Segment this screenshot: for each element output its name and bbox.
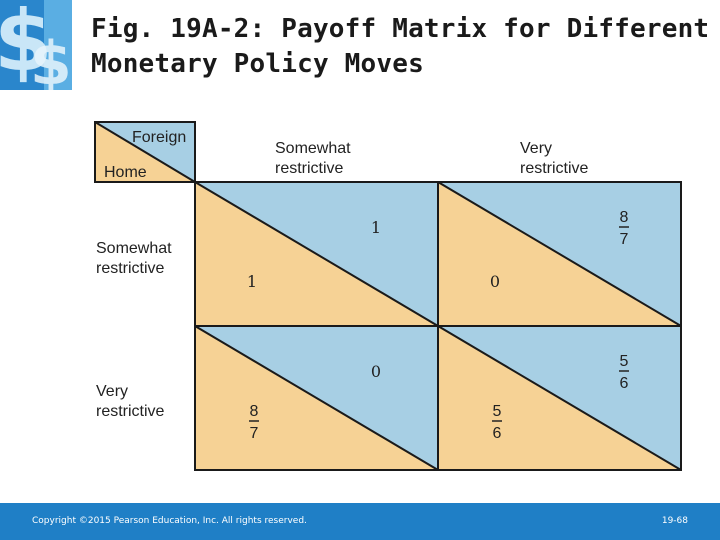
title-line-1: Fig. 19A-2: Payoff Matrix for Different xyxy=(91,14,710,44)
corner-label-foreign: Foreign xyxy=(132,129,186,146)
cell-1-2-diagonal xyxy=(437,181,682,327)
row-header-1-line-2: restrictive xyxy=(96,260,165,277)
cell-1-1-diagonal xyxy=(194,181,439,327)
cell-1-1-home-payoff: 1 xyxy=(247,272,257,291)
corner-diagonal xyxy=(94,121,196,183)
cell-2-1-foreign-payoff: 0 xyxy=(371,362,381,381)
cell-2-2-foreign-payoff-numerator: 5 xyxy=(620,353,629,370)
column-header-2-line-1: Very xyxy=(520,140,552,157)
corner-label-home: Home xyxy=(104,164,147,181)
cell-2-2-home-payoff-numerator: 5 xyxy=(493,403,502,420)
column-header-1-line-1: Somewhat xyxy=(275,140,351,157)
svg-text:$: $ xyxy=(0,0,52,90)
cell-2-2-home-payoff-denominator: 6 xyxy=(493,425,502,442)
column-header-1-line-2: restrictive xyxy=(275,160,344,177)
svg-text:$: $ xyxy=(30,29,72,90)
cell-1-2-foreign-payoff-denominator: 7 xyxy=(620,231,629,248)
title-line-2: Monetary Policy Moves xyxy=(91,49,424,79)
cell-2-2-border xyxy=(437,325,682,471)
column-header-2-line-2: restrictive xyxy=(520,160,589,177)
cell-1-2-foreign-payoff-numerator: 8 xyxy=(620,209,629,226)
corner-border xyxy=(94,121,196,183)
cell-2-2-foreign-payoff-denominator: 6 xyxy=(620,375,629,392)
cell-2-2-diagonal xyxy=(437,325,682,471)
cell-1-2-home-payoff: 0 xyxy=(490,272,500,291)
row-header-2-line-2: restrictive xyxy=(96,403,165,420)
cell-1-1-foreign-payoff: 1 xyxy=(371,218,381,237)
copyright-text: Copyright ©2015 Pearson Education, Inc. … xyxy=(32,516,307,526)
page-number: 19-68 xyxy=(661,516,688,526)
footer: Copyright ©2015 Pearson Education, Inc. … xyxy=(0,503,720,540)
dollar-sign-icon: $ $ xyxy=(0,0,72,99)
payoff-matrix: Foreign Home Somewhat restrictive Very restri… xyxy=(94,121,682,471)
row-header-1-line-1: Somewhat xyxy=(96,240,172,257)
cell-2-1-home-payoff-numerator: 8 xyxy=(250,403,259,420)
cell-2-1-home-payoff-denominator: 7 xyxy=(250,425,259,442)
cell-2-1-diagonal xyxy=(194,325,439,471)
logo: $ $ xyxy=(0,0,72,99)
page-title: Fig. 19A-2: Payoff Matrix for Different … xyxy=(91,12,711,82)
row-header-2-line-1: Very xyxy=(96,383,128,400)
